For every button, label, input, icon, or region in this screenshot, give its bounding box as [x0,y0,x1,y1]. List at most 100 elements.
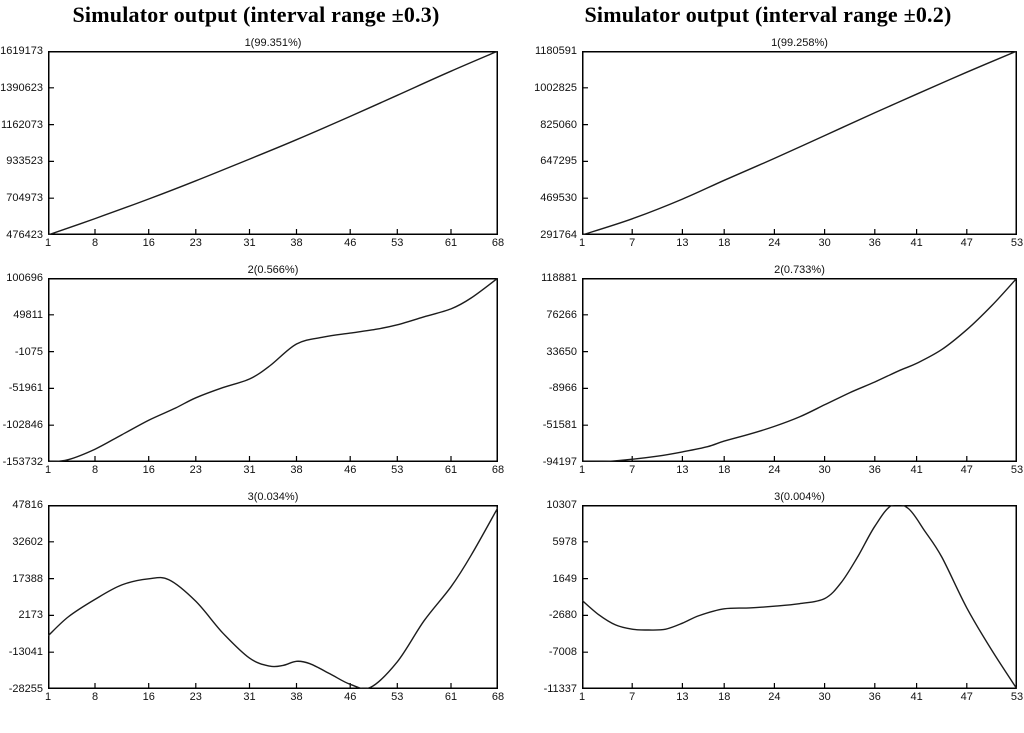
figure-root: Simulator output (interval range ±0.3) 1… [0,0,1024,705]
axis-tick-marks [49,541,452,688]
x-tick-label: 13 [676,464,689,476]
y-tick-label: 118881 [541,272,577,284]
x-tick-label: 53 [391,691,404,703]
x-tick-label: 68 [491,464,505,476]
y-tick-label: -102846 [2,419,43,432]
x-tick-label: 1 [44,237,52,249]
subplot-right-1: 1(99.258%) 1180591 1002825 825060 647295 469… [512,36,1024,251]
subplot-title: 1(99.351%) [244,37,302,49]
axis-tick-marks [49,314,452,461]
x-tick-label: 7 [629,691,636,703]
y-tick-label: -28255 [8,683,43,695]
x-tick-label: 7 [629,464,636,476]
line-chart-plot [582,51,1017,235]
x-tick-label: 24 [768,691,781,703]
subplot-title: 3(0.034%) [247,491,299,503]
plot-frame [582,278,1017,462]
line-chart-plot [582,505,1017,689]
x-tick-label: 38 [290,237,303,249]
x-tick-label: 31 [243,464,256,476]
x-tick-label: 30 [818,691,831,703]
plot-frame [48,505,498,689]
x-tick-label: 47 [960,237,973,249]
y-tick-label: 933523 [6,155,43,168]
x-tick-label: 23 [189,691,202,703]
x-tick-label: 36 [868,464,881,476]
y-tick-label: 704973 [6,192,43,205]
y-axis-labels: 118881 76266 33650 -8966 -51581 -94197 [534,272,582,468]
data-series-curve [582,505,1017,689]
x-tick-label: 8 [91,464,99,476]
y-axis-labels: 1619173 1390623 1162073 933523 704973 476423 [0,45,48,241]
y-tick-label: 33650 [546,345,577,358]
x-tick-label: 38 [290,691,303,703]
subplot-right-2: 2(0.733%) 118881 76266 33650 -8966 -51581 -94… [512,263,1024,478]
x-tick-label: 46 [344,691,357,703]
x-tick-label: 53 [1010,464,1024,476]
x-tick-label: 68 [491,691,505,703]
y-tick-label: 5978 [552,535,577,548]
subplot-title: 3(0.004%) [774,491,825,503]
subplot-right-3: 3(0.004%) 10307 5978 1649 -2680 -7008 -11337 … [512,490,1024,705]
y-tick-label: 17388 [12,572,43,585]
line-chart-plot [48,51,498,235]
y-tick-label: -2680 [548,609,577,622]
x-tick-label: 30 [818,237,831,249]
x-tick-label: 47 [960,464,973,476]
x-tick-label: 18 [718,464,731,476]
subplot-left-3: 3(0.034%) 47816 32602 17388 2173 -13041 -2825… [0,490,512,705]
x-tick-label: 23 [189,237,202,249]
y-tick-label: 1180591 [534,45,577,57]
column-left: Simulator output (interval range ±0.3) 1… [0,0,512,705]
y-tick-label: 47816 [12,499,43,511]
subplot-left-1: 1(99.351%) 1619173 1390623 1162073 933523 70… [0,36,512,251]
x-tick-label: 16 [142,237,155,249]
y-tick-label: -13041 [8,646,43,659]
x-tick-label: 1 [578,237,586,249]
y-tick-label: -51961 [8,382,43,395]
x-tick-label: 36 [868,237,881,249]
y-tick-label: 469530 [540,192,577,205]
column-right: Simulator output (interval range ±0.2) 1… [512,0,1024,705]
axis-tick-marks [583,87,968,234]
x-tick-label: 53 [1010,691,1024,703]
x-tick-label: 23 [189,464,202,476]
x-axis-labels: 1 7 13 18 24 30 36 41 47 53 [578,235,1023,251]
x-axis-labels: 1 7 13 18 24 30 36 41 47 53 [579,689,1023,705]
x-tick-label: 1 [44,464,52,476]
x-tick-label: 24 [768,464,781,476]
x-tick-label: 47 [960,691,973,703]
axis-tick-marks [49,87,452,234]
axis-tick-marks [583,314,968,461]
y-tick-label: -7008 [548,646,577,659]
x-axis-labels: 1 8 16 23 31 38 46 53 61 68 [44,235,504,251]
plot-frame [582,51,1017,235]
x-tick-label: 8 [91,691,99,703]
y-tick-label: -8966 [548,382,577,395]
column-right-title: Simulator output (interval range ±0.2) [584,2,952,27]
plot-frame [582,505,1017,689]
axis-tick-marks [583,541,968,688]
x-tick-label: 18 [718,237,731,249]
y-tick-label: -51581 [542,419,577,432]
x-axis-labels: 1 8 16 23 31 38 46 53 61 68 [44,462,504,478]
x-tick-label: 36 [868,691,881,703]
y-tick-label: -11337 [543,683,577,695]
y-tick-label: 1649 [552,572,577,585]
y-axis-labels: 100696 49811 -1075 -51961 -102846 -153732 [0,272,48,468]
y-tick-label: 76266 [546,308,577,321]
data-series-curve [582,278,1017,462]
x-tick-label: 18 [718,691,731,703]
data-series-curve [48,278,498,462]
subplot-title: 2(0.566%) [247,264,299,276]
y-axis-labels: 10307 5978 1649 -2680 -7008 -11337 [534,499,582,695]
x-axis-labels: 1 7 13 18 24 30 36 41 47 53 [579,462,1023,478]
y-tick-label: -94197 [542,456,577,468]
y-tick-label: 1619173 [0,45,43,57]
x-tick-label: 8 [91,237,99,249]
y-tick-label: 2173 [18,609,43,622]
x-tick-label: 61 [444,464,458,476]
x-tick-label: 41 [910,691,923,703]
plot-frame [48,51,498,235]
y-tick-label: 647295 [540,155,577,168]
